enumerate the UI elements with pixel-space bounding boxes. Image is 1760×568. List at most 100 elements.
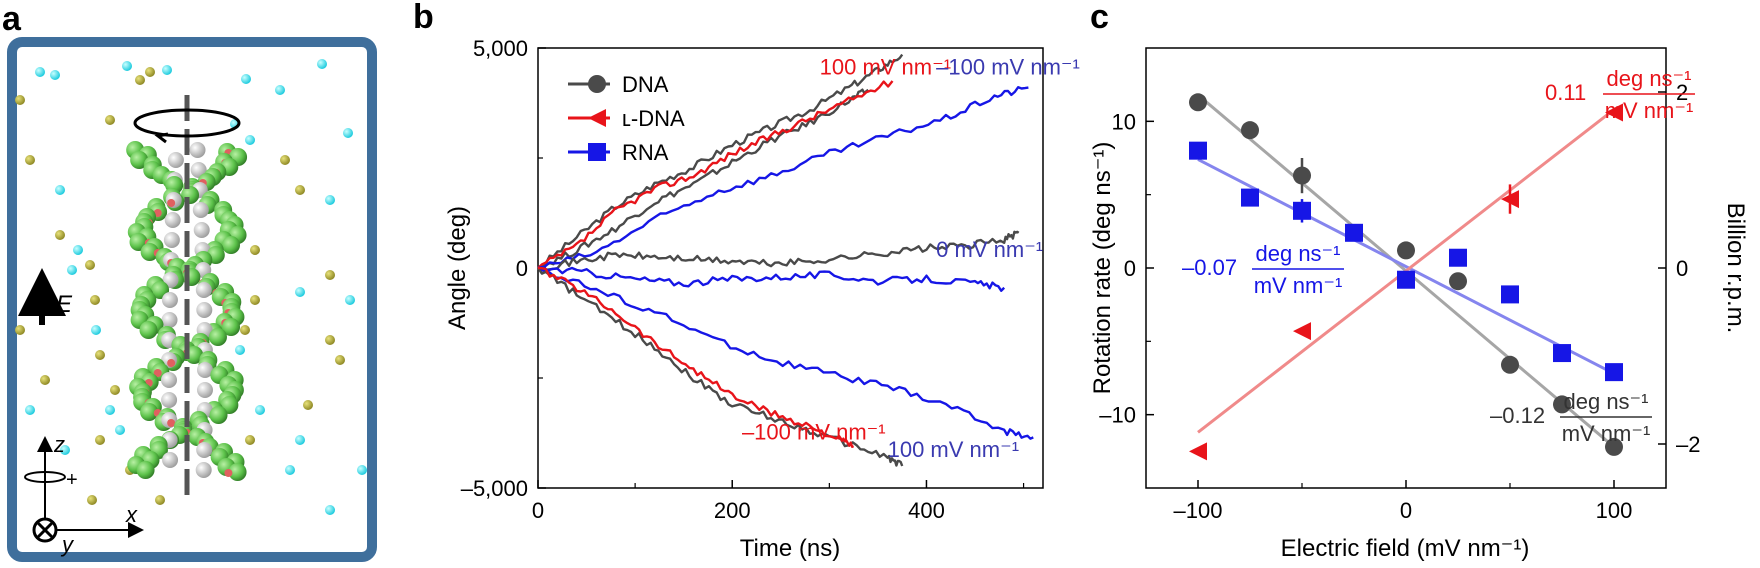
panel-b-annotation: –100 mV nm⁻¹ (742, 420, 886, 445)
rotation-arrowhead-icon (154, 132, 169, 144)
panel-c-data-point (1241, 121, 1259, 140)
panel-c-data-point (1553, 344, 1571, 363)
ion-cyan (317, 59, 327, 69)
panel-c-ytick-label: 10 (1112, 109, 1136, 134)
base-atom (193, 222, 210, 238)
ion-olive (25, 155, 35, 165)
panel-b-series-line (537, 230, 1020, 272)
panel-b-series-line (537, 267, 904, 467)
ion-olive (280, 155, 290, 165)
ion-olive (240, 325, 250, 335)
ion-olive (135, 75, 145, 85)
panel-c-ylabel: Rotation rate (deg ns⁻¹) (1089, 142, 1116, 395)
legend-label: RNA (622, 140, 669, 165)
panel-c-data-point (1345, 223, 1363, 242)
panel-c-data-point (1293, 201, 1311, 220)
panel-c-slope-numerator: deg ns⁻¹ (1256, 241, 1341, 266)
ion-cyan (325, 505, 335, 515)
panel-b-annotation: –100 mV nm⁻¹ (936, 54, 1080, 79)
z-rotation-icon (24, 471, 66, 483)
panel-c-data-point (1605, 363, 1623, 382)
ion-cyan (35, 67, 45, 77)
panel-c-xtick-label: 0 (1400, 498, 1412, 523)
panel-c-data-point (1293, 322, 1311, 341)
ion-cyan (295, 287, 305, 297)
base-atom (196, 442, 213, 458)
legend-label: ʟ-DNA (622, 106, 685, 131)
rotation-arrow-icon (133, 108, 241, 138)
panel-c-y2label: Billion r.p.m. (1722, 203, 1749, 334)
panel-c-slope-numerator: deg ns⁻¹ (1607, 66, 1692, 91)
panel-c-data-point (1293, 166, 1311, 185)
panel-b-series-line (537, 80, 894, 269)
base-atom (192, 202, 209, 218)
phosphate-atom (224, 469, 233, 477)
backbone-atom (130, 151, 149, 169)
base-atom (196, 302, 213, 318)
base-atom (196, 362, 213, 378)
panel-b-series-line (537, 53, 904, 270)
ion-olive (325, 335, 335, 345)
panel-b-series-line (537, 266, 1034, 440)
legend-marker-icon (588, 143, 606, 161)
panel-c-data-point (1241, 188, 1259, 207)
panel-c-slope-denominator: mV nm⁻¹ (1562, 421, 1651, 446)
panel-b-annotation: 100 mV nm⁻¹ (888, 437, 1019, 462)
ion-olive (105, 115, 115, 125)
panel-b-series-line (537, 88, 869, 271)
ion-cyan (115, 425, 125, 435)
ion-cyan (162, 65, 172, 75)
ion-cyan (105, 405, 115, 415)
panel-b-series (537, 53, 1034, 467)
backbone-atom (185, 346, 204, 364)
y-axis-label: y (60, 532, 75, 557)
ion-olive (110, 385, 120, 395)
base-atom (195, 282, 212, 298)
ion-cyan (122, 61, 132, 71)
panel-b-series-line (537, 265, 1006, 292)
panel-c-xlabel: Electric field (mV nm⁻¹) (1281, 535, 1530, 562)
base-atom (161, 292, 178, 308)
backbone-atom (228, 463, 247, 481)
ion-olive (245, 435, 255, 445)
base-atom (167, 152, 184, 168)
panel-c-slope-denominator: mV nm⁻¹ (1605, 98, 1694, 123)
panel-a-simulation-snapshot: a E z x + y (2, 0, 377, 562)
base-atom (164, 212, 181, 228)
backbone-atom (140, 243, 159, 261)
rotation-sign-label: + (66, 469, 78, 491)
base-atom (196, 382, 213, 398)
ion-cyan (295, 435, 305, 445)
panel-c-data-point (1605, 437, 1623, 456)
panel-b-series-line (537, 86, 1029, 270)
ion-cyan (91, 325, 101, 335)
ion-olive (250, 245, 260, 255)
panel-b-annotation: 100 mV nm⁻¹ (820, 54, 951, 79)
ion-olive (295, 185, 305, 195)
ion-cyan (67, 265, 77, 275)
panel-b-letter: b (413, 0, 434, 36)
base-atom (161, 312, 178, 328)
panel-c-slope-value: –0.12 (1490, 403, 1545, 428)
ion-cyan (345, 295, 355, 305)
panel-b-xtick-label: 400 (908, 498, 945, 523)
panel-c-ytick-label: 0 (1124, 256, 1136, 281)
panel-c-data-point (1449, 272, 1467, 291)
ion-cyan (343, 128, 353, 138)
ion-olive (95, 435, 105, 445)
panel-c-data-point (1501, 285, 1519, 304)
panel-b-ytick-label: 5,000 (473, 36, 528, 61)
panel-c-ytick-label: –10 (1099, 403, 1136, 428)
x-axis-label: x (125, 502, 138, 527)
ion-olive (55, 230, 65, 240)
dna-helix (126, 141, 248, 481)
legend-marker-icon (588, 109, 606, 127)
panel-c-data-point (1501, 355, 1519, 374)
y-axis-cross-icon (36, 521, 54, 539)
panel-a-letter: a (2, 0, 22, 38)
